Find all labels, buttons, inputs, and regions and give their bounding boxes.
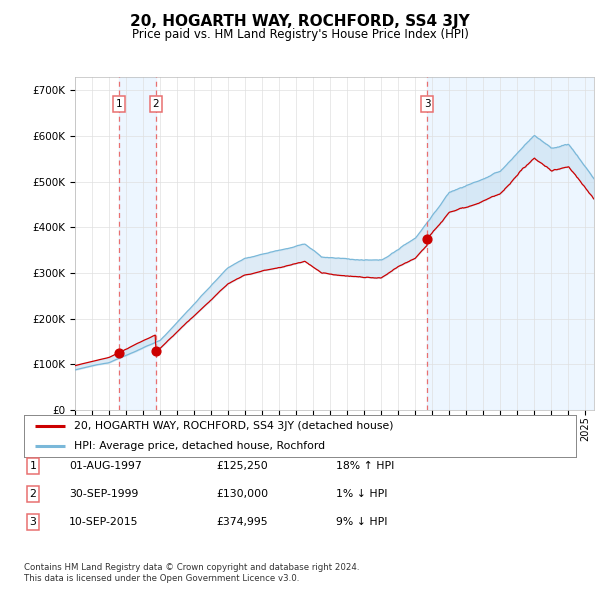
Text: 1% ↓ HPI: 1% ↓ HPI — [336, 489, 388, 499]
Text: £374,995: £374,995 — [216, 517, 268, 526]
Text: Price paid vs. HM Land Registry's House Price Index (HPI): Price paid vs. HM Land Registry's House … — [131, 28, 469, 41]
Text: 2: 2 — [152, 99, 159, 109]
Bar — [427, 77, 594, 410]
Text: 30-SEP-1999: 30-SEP-1999 — [69, 489, 139, 499]
Text: Contains HM Land Registry data © Crown copyright and database right 2024.: Contains HM Land Registry data © Crown c… — [24, 563, 359, 572]
Point — [114, 348, 124, 358]
Text: HPI: Average price, detached house, Rochford: HPI: Average price, detached house, Roch… — [74, 441, 325, 451]
Text: £130,000: £130,000 — [216, 489, 268, 499]
Text: 20, HOGARTH WAY, ROCHFORD, SS4 3JY (detached house): 20, HOGARTH WAY, ROCHFORD, SS4 3JY (deta… — [74, 421, 393, 431]
Text: 9% ↓ HPI: 9% ↓ HPI — [336, 517, 388, 526]
Text: 3: 3 — [424, 99, 430, 109]
Point — [151, 346, 161, 355]
Text: 01-AUG-1997: 01-AUG-1997 — [69, 461, 142, 471]
Bar — [119, 77, 156, 410]
Text: 20, HOGARTH WAY, ROCHFORD, SS4 3JY: 20, HOGARTH WAY, ROCHFORD, SS4 3JY — [130, 14, 470, 28]
Text: 1: 1 — [116, 99, 122, 109]
Text: 2: 2 — [29, 489, 37, 499]
Text: This data is licensed under the Open Government Licence v3.0.: This data is licensed under the Open Gov… — [24, 574, 299, 583]
Text: £125,250: £125,250 — [216, 461, 268, 471]
Text: 3: 3 — [29, 517, 37, 526]
Text: 10-SEP-2015: 10-SEP-2015 — [69, 517, 139, 526]
Point — [422, 234, 432, 244]
Text: 18% ↑ HPI: 18% ↑ HPI — [336, 461, 394, 471]
Text: 1: 1 — [29, 461, 37, 471]
